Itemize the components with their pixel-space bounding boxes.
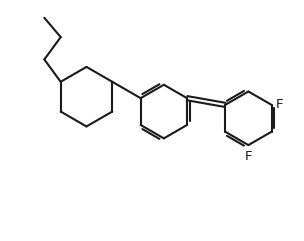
Text: F: F	[245, 150, 252, 163]
Text: F: F	[275, 98, 283, 111]
